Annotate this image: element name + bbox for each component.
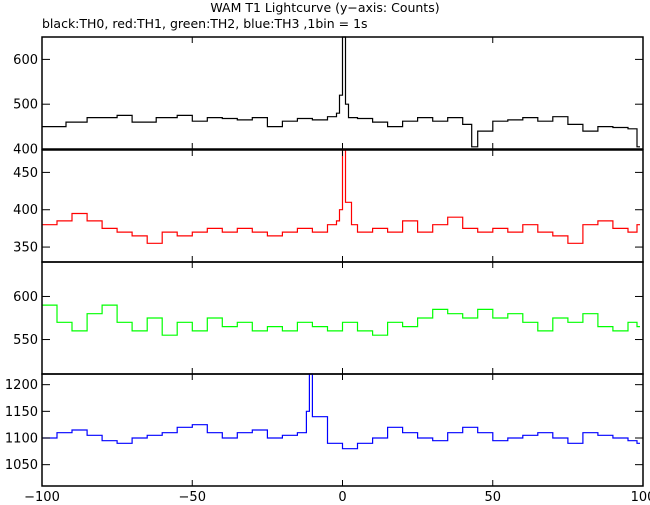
y-tick-label: 400: [13, 143, 38, 158]
y-tick-label: 400: [13, 203, 38, 218]
series-th0: [42, 36, 640, 148]
x-tick-label: −50: [179, 490, 206, 505]
y-tick-label: 500: [13, 98, 38, 113]
chart-title: WAM T1 Lightcurve (y−axis: Counts): [210, 0, 440, 15]
panel-frame: [41, 373, 644, 487]
y-tick-label: 600: [13, 53, 38, 68]
series-th1: [42, 149, 640, 244]
series-th3: [42, 373, 640, 450]
x-tick-label: −100: [24, 490, 60, 505]
y-tick-label: 450: [13, 166, 38, 181]
y-tick-label: 1150: [5, 405, 38, 420]
panels-group: 400 500 600 350 400 450 550 600 1050 1100 1150 1200: [5, 36, 644, 487]
y-tick-label: 550: [13, 333, 38, 348]
series-th2: [42, 304, 640, 336]
panel-th0: 400 500 600: [13, 36, 644, 158]
y-tick-label: 350: [13, 241, 38, 256]
x-tick-label: 0: [338, 490, 346, 505]
x-axis: −100 −50 0 50 100: [24, 490, 650, 505]
panel-th2: 550 600: [13, 261, 644, 375]
x-tick-label: 100: [631, 490, 650, 505]
panel-th3: 1050 1100 1150 1200: [5, 373, 644, 487]
y-tick-label: 1100: [5, 432, 38, 447]
chart-subtitle: black:TH0, red:TH1, green:TH2, blue:TH3 …: [42, 16, 368, 31]
y-tick-label: 1200: [5, 378, 38, 393]
y-tick-label: 600: [13, 290, 38, 305]
x-tick-label: 50: [484, 490, 501, 505]
panel-th1: 350 400 450: [13, 149, 644, 263]
y-tick-label: 1050: [5, 458, 38, 473]
